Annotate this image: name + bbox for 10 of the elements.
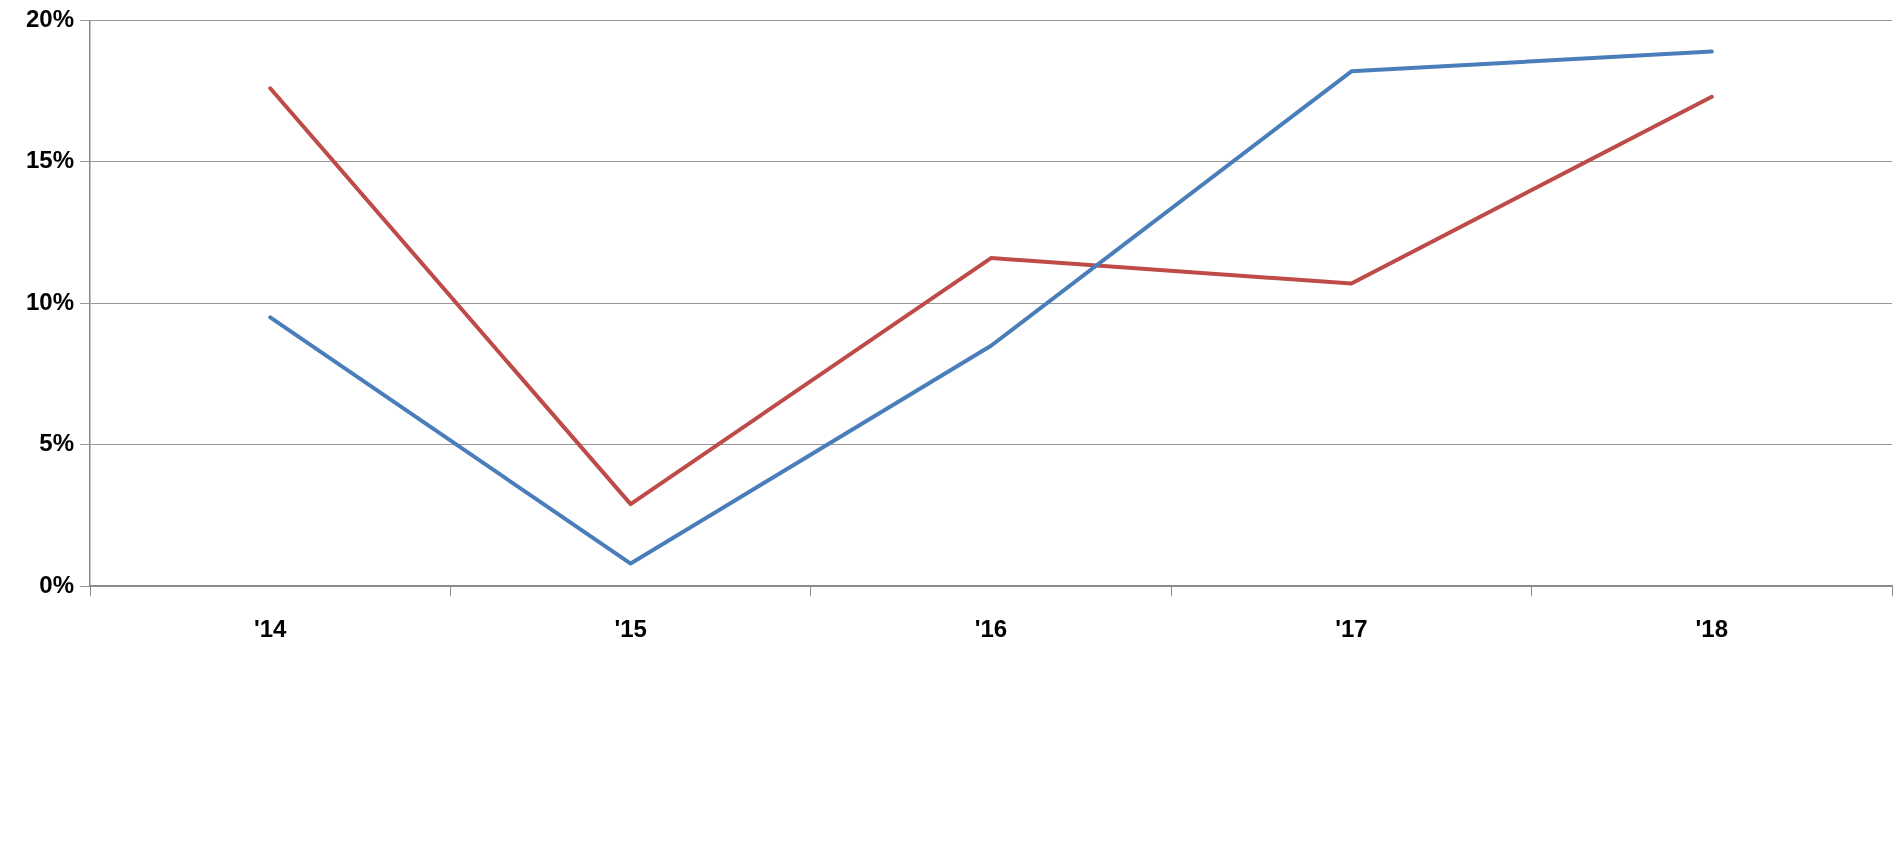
y-tick-label: 15% <box>25 146 75 174</box>
x-tick-label: '15 <box>614 615 647 643</box>
x-tick-label: '16 <box>974 615 1008 643</box>
y-tick-label: 10% <box>25 287 75 315</box>
x-tick-label: '14 <box>254 615 288 643</box>
x-tick-label: '18 <box>1695 615 1729 643</box>
y-tick-label: 0% <box>39 570 75 598</box>
y-tick-label: 20% <box>25 5 75 33</box>
y-tick-label: 5% <box>39 429 75 457</box>
x-tick-label: '17 <box>1335 615 1368 643</box>
